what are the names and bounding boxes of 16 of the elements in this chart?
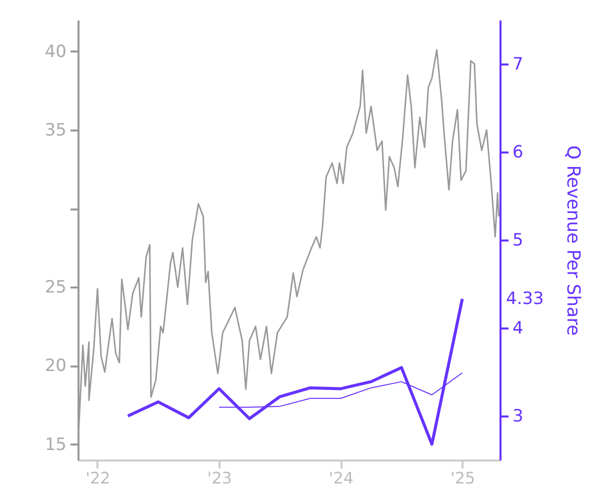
- x-tick-label: '25: [450, 468, 476, 488]
- y2-tick-label: 3: [512, 406, 524, 426]
- y2-tick-label: 6: [512, 142, 524, 162]
- y-tick-label: 20: [44, 356, 66, 376]
- y2-tick-label: 7: [512, 54, 524, 74]
- x-tick-label: '22: [86, 468, 110, 488]
- y-tick-label: 25: [44, 278, 66, 298]
- y-tick-label: 15: [44, 434, 66, 455]
- x-tick-label: '24: [328, 468, 354, 488]
- y2-tick-label: 4: [512, 318, 524, 338]
- text: 4.33: [506, 288, 544, 309]
- y2-tick-label: 5: [512, 230, 524, 250]
- y2-axis-title: Q Revenue Per Share: [562, 145, 584, 336]
- y-tick-label: 40: [44, 42, 66, 62]
- y-tick-label: 35: [44, 120, 66, 140]
- x-tick-label: '23: [207, 468, 232, 488]
